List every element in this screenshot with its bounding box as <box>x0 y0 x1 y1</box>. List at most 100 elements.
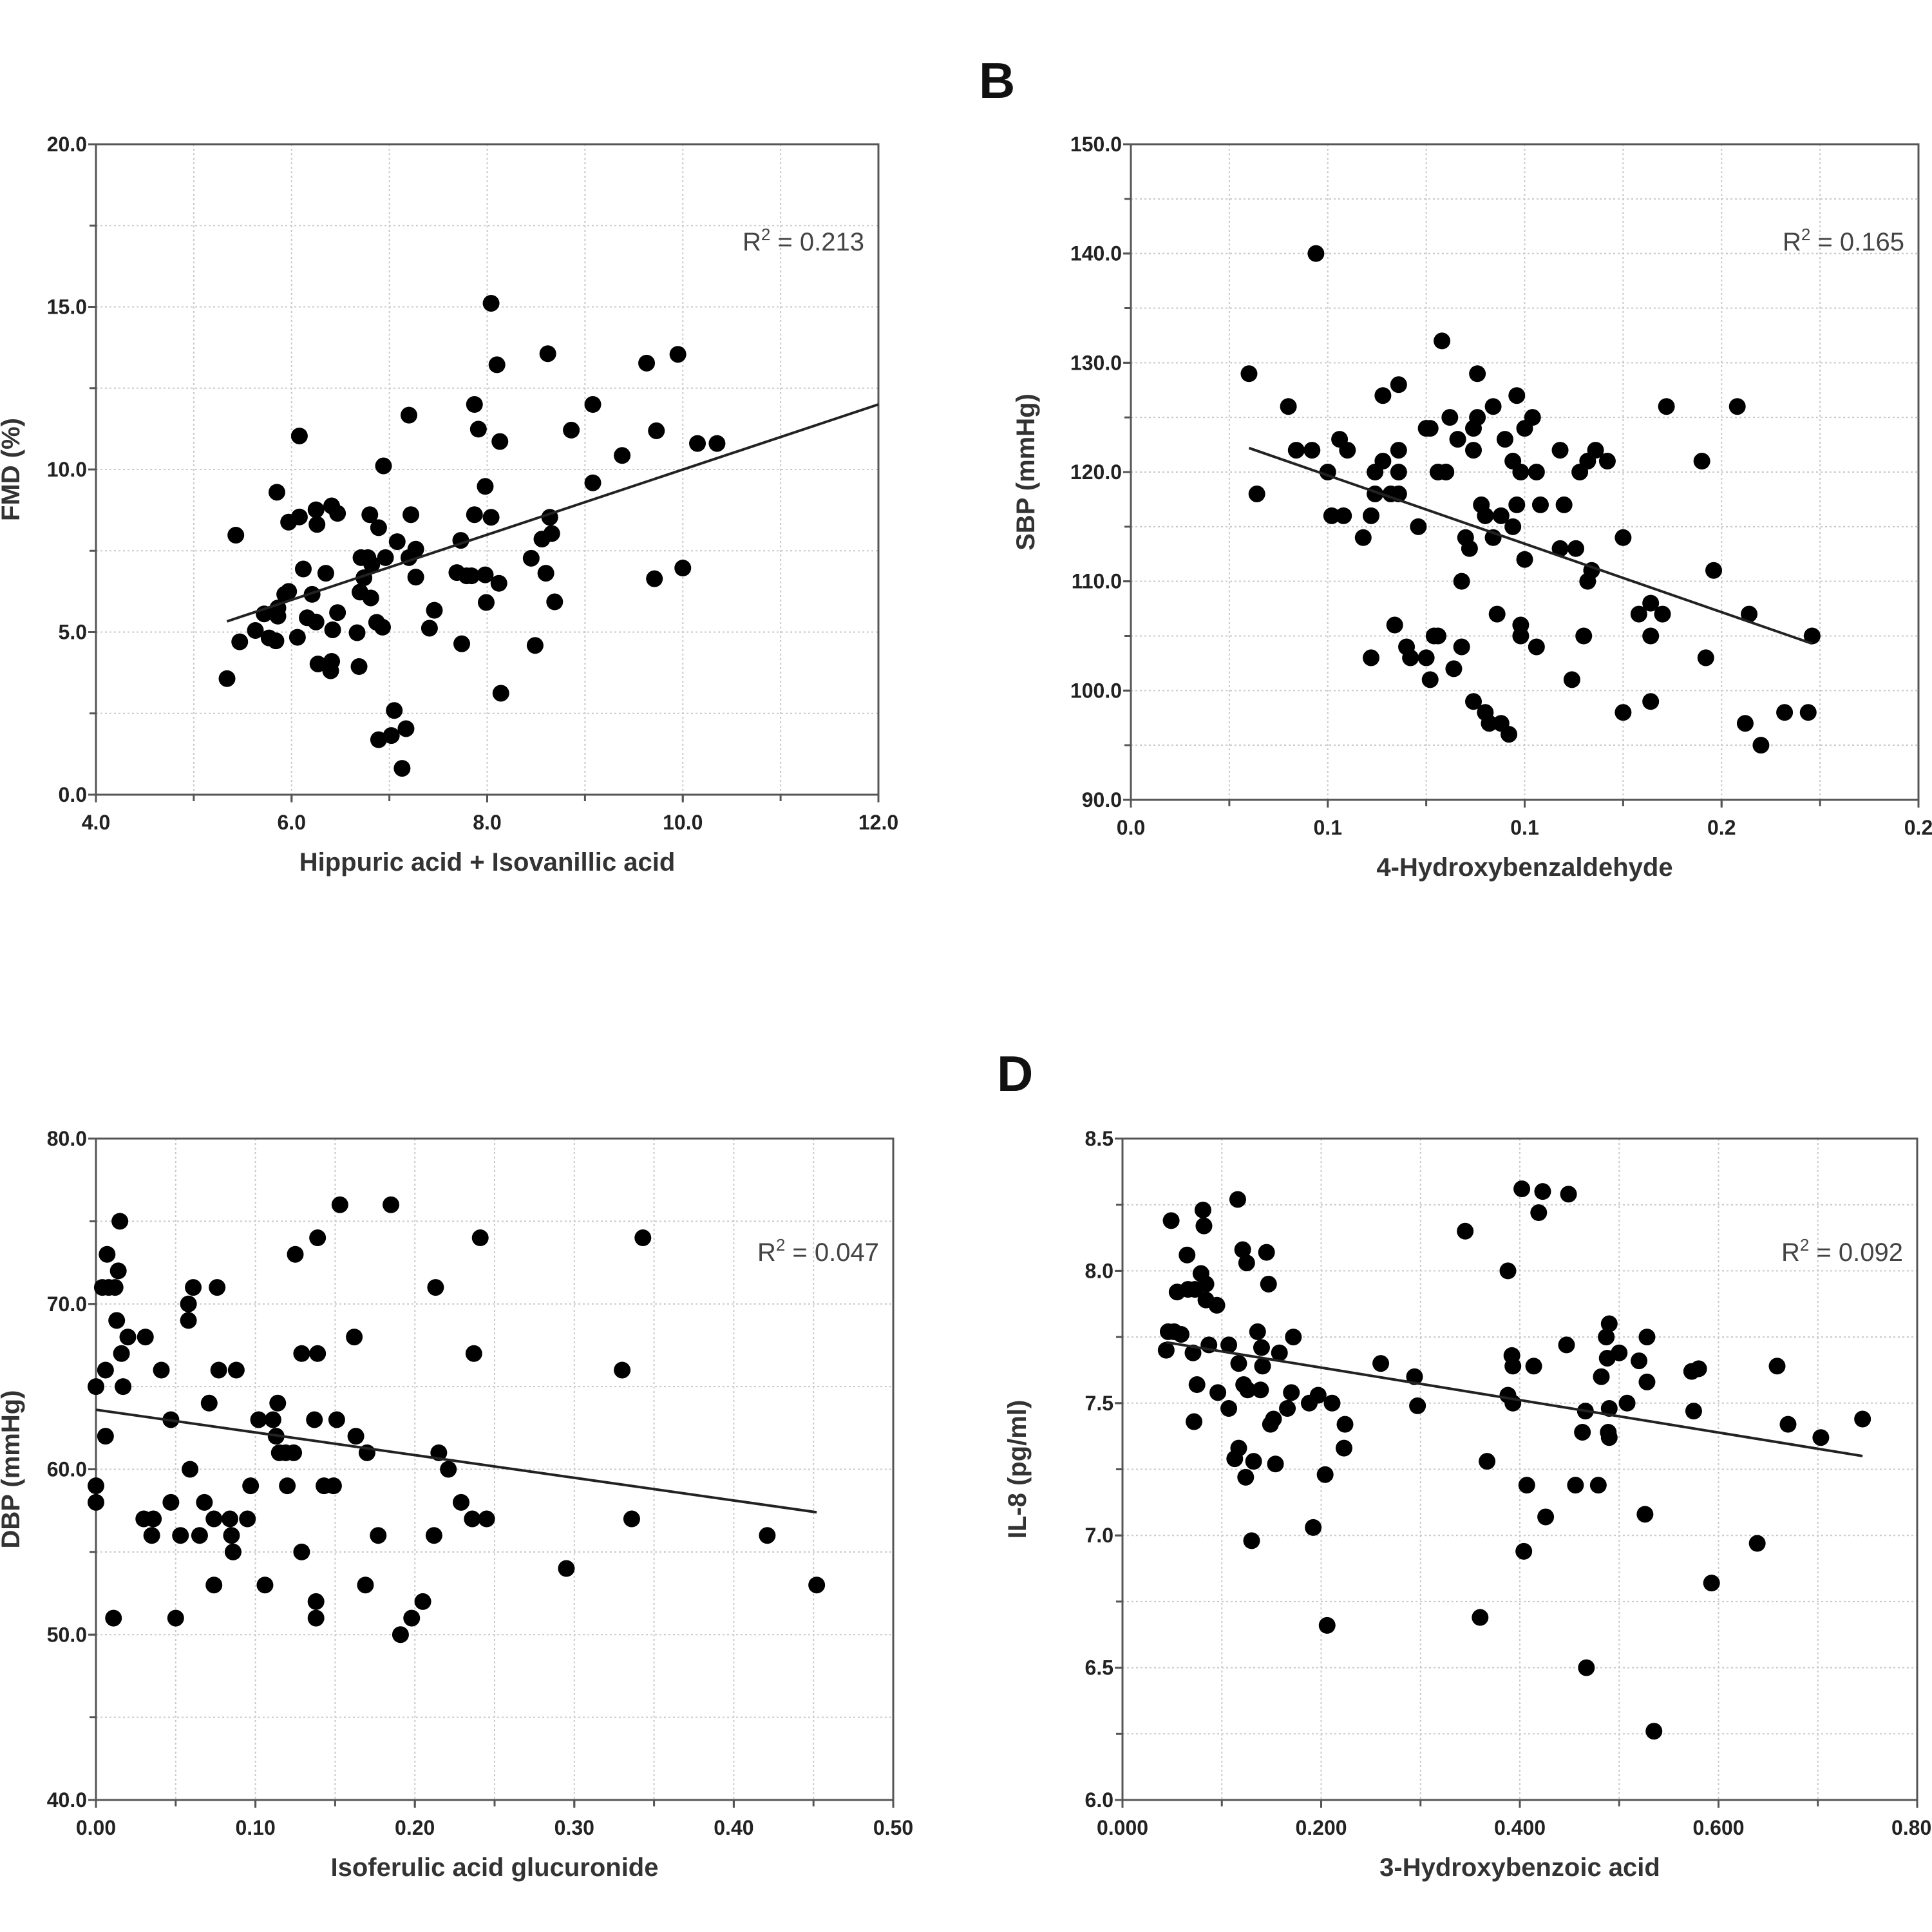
data-point <box>440 1461 457 1478</box>
data-point <box>143 1527 160 1544</box>
data-point <box>1615 704 1632 721</box>
y-tick-label: 50.0 <box>47 1623 87 1646</box>
y-tick-label: 6.5 <box>1085 1656 1113 1680</box>
data-point <box>558 1560 575 1577</box>
data-point <box>1481 715 1498 732</box>
y-tick-label: 80.0 <box>47 1127 87 1150</box>
data-point <box>1574 1423 1591 1441</box>
data-point <box>1578 1659 1595 1676</box>
data-point <box>1567 540 1584 557</box>
data-point <box>1417 649 1435 667</box>
data-point <box>1363 649 1380 667</box>
data-point <box>1534 1183 1551 1200</box>
data-point <box>1854 1410 1871 1428</box>
data-point <box>137 1329 154 1346</box>
data-point <box>375 457 392 475</box>
r-symbol: R <box>743 228 761 256</box>
x-tick-label: 0.2 <box>1904 816 1932 839</box>
data-point <box>453 635 471 652</box>
x-tick-label: 0.800 <box>1891 1816 1932 1839</box>
data-point <box>1600 1429 1618 1446</box>
r-squared-value: = 0.213 <box>770 228 864 256</box>
data-point <box>1410 518 1427 535</box>
data-point <box>1184 1344 1202 1361</box>
data-point <box>370 519 387 536</box>
data-points <box>1240 245 1821 754</box>
data-point <box>1618 1394 1636 1412</box>
x-tick-label: 0.600 <box>1692 1816 1744 1839</box>
data-point <box>1512 627 1530 645</box>
y-tick-label: 100.0 <box>1070 679 1122 702</box>
data-point <box>88 1477 104 1495</box>
data-point <box>477 478 494 495</box>
data-point <box>1318 1616 1336 1634</box>
y-tick-label: 7.5 <box>1085 1392 1113 1415</box>
data-point <box>1409 1397 1426 1414</box>
data-point <box>167 1609 184 1627</box>
data-point <box>1642 693 1660 710</box>
data-point <box>1453 638 1470 656</box>
data-point <box>1406 1368 1423 1385</box>
data-point <box>1531 496 1549 513</box>
data-point <box>1195 1217 1213 1235</box>
data-point <box>1335 1439 1352 1457</box>
data-point <box>383 727 400 744</box>
data-point <box>546 593 564 611</box>
data-point <box>1537 1508 1555 1526</box>
data-point <box>477 566 494 583</box>
data-point <box>309 655 327 672</box>
data-point <box>1512 464 1530 480</box>
data-point <box>1515 1542 1533 1560</box>
data-point <box>221 1510 238 1528</box>
data-point <box>1600 1400 1618 1417</box>
x-tick-label: 0.200 <box>1295 1816 1347 1839</box>
data-point <box>145 1510 162 1528</box>
data-point <box>708 435 726 452</box>
x-tick-label: 0.2 <box>1707 816 1736 839</box>
data-point <box>1374 387 1392 404</box>
data-point <box>383 1196 400 1213</box>
data-point <box>1600 1315 1618 1332</box>
data-point <box>200 1394 218 1412</box>
trend-line <box>1166 1341 1863 1457</box>
chart-panel-c: 0.00 0.10 0.20 0.30 0.40 0.50 40.0 50.0 60.0 70.0… <box>0 1127 913 1882</box>
data-point <box>1402 649 1419 667</box>
data-point <box>1589 1477 1607 1494</box>
data-point <box>1162 1212 1180 1229</box>
data-point <box>268 484 285 501</box>
data-point <box>1305 1519 1322 1536</box>
data-point <box>1230 1439 1247 1457</box>
data-point <box>1188 1376 1206 1394</box>
data-point <box>388 533 406 551</box>
data-point <box>1271 1344 1288 1361</box>
data-point <box>471 1229 489 1247</box>
data-point <box>1484 398 1502 415</box>
data-point <box>1243 1532 1260 1549</box>
data-point <box>224 1543 242 1560</box>
data-point <box>325 1477 342 1495</box>
data-point <box>1285 1329 1302 1346</box>
data-point <box>1245 1453 1262 1470</box>
x-tick-label: 0.30 <box>554 1816 594 1839</box>
data-point <box>1220 1336 1238 1354</box>
data-point <box>1654 605 1671 623</box>
data-point <box>1249 1323 1266 1340</box>
data-point <box>1220 1400 1238 1417</box>
data-point <box>1563 671 1580 688</box>
data-point <box>1752 737 1770 754</box>
r-symbol: R <box>1781 1238 1800 1267</box>
data-point <box>1309 1387 1327 1404</box>
r-superscript: 2 <box>761 225 770 244</box>
data-point <box>1237 1468 1255 1486</box>
data-point <box>1280 398 1297 415</box>
r-superscript: 2 <box>776 1235 785 1255</box>
data-point <box>1685 1403 1702 1420</box>
y-tick-label: 15.0 <box>47 296 87 319</box>
data-point <box>1229 1191 1246 1208</box>
data-point <box>88 1378 104 1396</box>
data-point <box>1615 529 1632 546</box>
data-point <box>1283 1384 1300 1401</box>
data-point <box>407 569 424 586</box>
data-point <box>1386 616 1403 634</box>
